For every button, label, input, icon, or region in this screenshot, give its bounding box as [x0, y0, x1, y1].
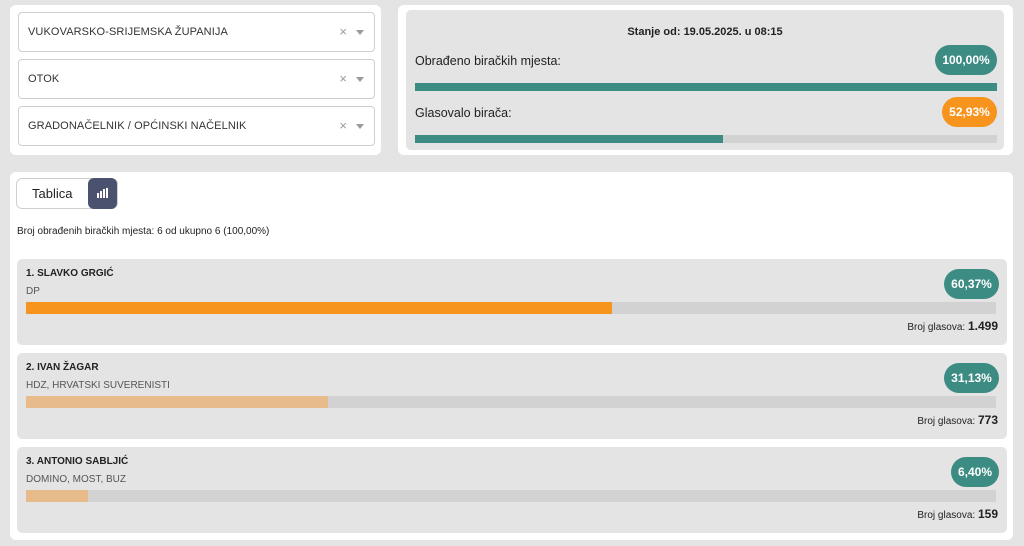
candidate-percent-badge: 6,40%: [951, 457, 999, 487]
candidate-party: HDZ, HRVATSKI SUVERENISTI: [26, 380, 170, 391]
filters-panel: VUKOVARSKO-SRIJEMSKA ŽUPANIJA × OTOK × G…: [10, 5, 381, 155]
processed-progress-track: [415, 83, 997, 91]
candidate-name: 1. SLAVKO GRGIĆ: [26, 268, 114, 279]
chevron-down-icon[interactable]: [356, 124, 364, 129]
candidate-percent-badge: 60,37%: [944, 269, 999, 299]
candidate-card: 2. IVAN ŽAGAR HDZ, HRVATSKI SUVERENISTI …: [17, 353, 1007, 439]
candidate-card: 3. ANTONIO SABLJIĆ DOMINO, MOST, BUZ 6,4…: [17, 447, 1007, 533]
candidate-party: DP: [26, 286, 40, 297]
turnout-label: Glasovalo birača:: [415, 106, 512, 120]
votes-label: Broj glasova:: [907, 322, 966, 333]
county-select-value: VUKOVARSKO-SRIJEMSKA ŽUPANIJA: [28, 26, 228, 38]
processed-summary: Broj obrađenih biračkih mjesta: 6 od uku…: [17, 226, 270, 237]
candidate-progress-track: [26, 490, 996, 502]
candidate-progress-fill: [26, 490, 89, 502]
turnout-progress-track: [415, 135, 997, 143]
chevron-down-icon[interactable]: [356, 77, 364, 82]
votes-count: 159: [977, 507, 998, 521]
candidate-votes: Broj glasova: 1.499: [907, 319, 998, 333]
clear-icon[interactable]: ×: [339, 118, 347, 133]
candidate-progress-fill: [26, 396, 328, 408]
processed-label: Obrađeno biračkih mjesta:: [415, 54, 561, 68]
status-box: Stanje od: 19.05.2025. u 08:15 Obrađeno …: [406, 10, 1004, 150]
candidate-progress-fill: [26, 302, 612, 314]
tab-table[interactable]: Tablica: [32, 186, 73, 201]
candidate-percent-badge: 31,13%: [944, 363, 999, 393]
processed-progress-fill: [415, 83, 997, 91]
clear-icon[interactable]: ×: [339, 71, 347, 86]
turnout-progress-fill: [415, 135, 724, 143]
turnout-badge: 52,93%: [942, 97, 997, 127]
candidate-progress-track: [26, 302, 996, 314]
candidate-name: 2. IVAN ŽAGAR: [26, 362, 99, 373]
status-timestamp: Stanje od: 19.05.2025. u 08:15: [627, 26, 783, 38]
votes-label: Broj glasova:: [917, 510, 976, 521]
votes-count: 1.499: [967, 319, 998, 333]
chevron-down-icon[interactable]: [356, 30, 364, 35]
bar-chart-icon: [97, 188, 109, 198]
results-panel: Tablica Broj obrađenih biračkih mjesta: …: [10, 172, 1013, 540]
candidate-card: 1. SLAVKO GRGIĆ DP 60,37% Broj glasova: …: [17, 259, 1007, 345]
votes-label: Broj glasova:: [917, 416, 976, 427]
candidate-progress-track: [26, 396, 996, 408]
candidate-name: 3. ANTONIO SABLJIĆ: [26, 456, 129, 467]
candidate-party: DOMINO, MOST, BUZ: [26, 474, 126, 485]
election-type-select[interactable]: GRADONAČELNIK / OPĆINSKI NAČELNIK ×: [18, 106, 375, 146]
votes-count: 773: [977, 413, 998, 427]
election-type-select-value: GRADONAČELNIK / OPĆINSKI NAČELNIK: [28, 120, 247, 132]
municipality-select[interactable]: OTOK ×: [18, 59, 375, 99]
processed-badge: 100,00%: [935, 45, 997, 75]
view-toggle: Tablica: [16, 178, 118, 209]
candidate-votes: Broj glasova: 159: [917, 507, 998, 521]
candidate-votes: Broj glasova: 773: [917, 413, 998, 427]
county-select[interactable]: VUKOVARSKO-SRIJEMSKA ŽUPANIJA ×: [18, 12, 375, 52]
municipality-select-value: OTOK: [28, 73, 60, 85]
clear-icon[interactable]: ×: [339, 24, 347, 39]
tab-chart[interactable]: [88, 178, 117, 209]
status-panel: Stanje od: 19.05.2025. u 08:15 Obrađeno …: [398, 5, 1013, 155]
